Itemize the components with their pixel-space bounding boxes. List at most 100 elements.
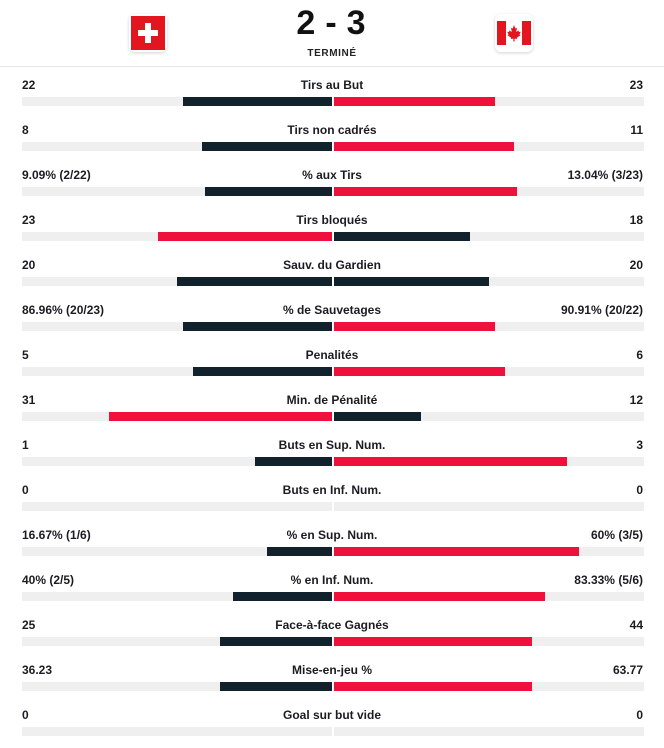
away-stat-bar-track <box>334 367 644 376</box>
stat-label: Tirs non cadrés <box>287 123 377 137</box>
stat-row: 16.67% (1/6) % en Sup. Num. 60% (3/5) <box>0 517 664 562</box>
stat-row: 40% (2/5) % en Inf. Num. 83.33% (5/6) <box>0 562 664 607</box>
away-stat-value: 23 <box>629 78 643 92</box>
home-stat-value: 40% (2/5) <box>22 573 75 587</box>
away-stat-bar-track <box>334 412 644 421</box>
away-stat-bar-track <box>334 502 644 511</box>
stat-label: Buts en Sup. Num. <box>278 438 386 452</box>
stat-row: 9.09% (2/22) % aux Tirs 13.04% (3/23) <box>0 157 664 202</box>
home-stat-value: 9.09% (2/22) <box>22 168 91 182</box>
away-stat-bar-track <box>334 547 644 556</box>
stat-label: % en Inf. Num. <box>290 573 374 587</box>
home-stat-value: 23 <box>22 213 36 227</box>
stat-row: 0 Buts en Inf. Num. 0 <box>0 472 664 517</box>
home-stat-value: 0 <box>22 483 29 497</box>
home-stat-bar <box>158 232 332 241</box>
stat-label: Face-à-face Gagnés <box>275 618 389 632</box>
stat-label: % de Sauvetages <box>282 303 382 317</box>
away-stat-value: 11 <box>630 123 643 137</box>
away-stat-value: 63.77 <box>612 663 643 677</box>
away-stat-bar <box>334 592 545 601</box>
stat-label: Min. de Pénalité <box>286 393 378 407</box>
home-stat-bar-track <box>22 637 332 646</box>
home-stat-bar <box>220 682 332 691</box>
home-stat-bar <box>220 637 332 646</box>
home-stat-value: 36.23 <box>22 663 53 677</box>
home-stat-value: 16.67% (1/6) <box>22 528 91 542</box>
away-stat-bar-track <box>334 727 644 736</box>
stat-row: 0 Goal sur but vide 0 <box>0 697 664 742</box>
away-stat-bar-track <box>334 277 644 286</box>
scoreboard: 2-3 <box>0 4 664 43</box>
stat-label: Mise-en-jeu % <box>291 663 372 677</box>
away-stat-value: 44 <box>629 618 643 632</box>
away-stat-bar <box>334 322 496 331</box>
away-stat-bar-track <box>334 232 644 241</box>
stat-row: 36.23 Mise-en-jeu % 63.77 <box>0 652 664 697</box>
home-stat-value: 8 <box>22 123 29 137</box>
stat-label: Buts en Inf. Num. <box>282 483 382 497</box>
home-stat-bar <box>266 547 332 556</box>
home-stat-bar-track <box>22 277 332 286</box>
away-stat-bar <box>334 187 517 196</box>
home-stat-bar-track <box>22 592 332 601</box>
away-stat-bar <box>334 367 505 376</box>
away-stat-value: 6 <box>636 348 643 362</box>
away-stat-bar <box>334 457 567 466</box>
away-stat-bar <box>334 682 533 691</box>
home-stat-bar-track <box>22 367 332 376</box>
home-stat-value: 86.96% (20/23) <box>22 303 105 317</box>
away-stat-bar-track <box>334 322 644 331</box>
home-stat-value: 31 <box>22 393 36 407</box>
away-stat-bar <box>334 637 533 646</box>
stats-list: 22 Tirs au But 23 8 Tirs non cadrés 11 9.09% (… <box>0 67 664 742</box>
home-stat-bar <box>177 277 332 286</box>
home-stat-bar-track <box>22 547 332 556</box>
score-separator: - <box>325 4 339 42</box>
home-stat-bar-track <box>22 502 332 511</box>
home-stat-bar-track <box>22 142 332 151</box>
home-stat-value: 5 <box>22 348 29 362</box>
away-stat-bar-track <box>334 682 644 691</box>
stat-row: 1 Buts en Sup. Num. 3 <box>0 427 664 472</box>
away-stat-bar-track <box>334 457 644 466</box>
away-stat-bar <box>334 547 579 556</box>
home-stat-value: 1 <box>22 438 29 452</box>
home-stat-bar-track <box>22 727 332 736</box>
stat-row: 86.96% (20/23) % de Sauvetages 90.91% (20/… <box>0 292 664 337</box>
home-stat-bar-track <box>22 97 332 106</box>
home-stat-value: 25 <box>22 618 36 632</box>
away-stat-value: 3 <box>636 438 643 452</box>
stat-row: 31 Min. de Pénalité 12 <box>0 382 664 427</box>
away-stat-value: 12 <box>629 393 643 407</box>
stat-row: 8 Tirs non cadrés 11 <box>0 112 664 157</box>
home-stat-bar-track <box>22 457 332 466</box>
home-stat-bar <box>232 592 332 601</box>
away-stat-value: 83.33% (5/6) <box>574 573 643 587</box>
away-stat-value: 18 <box>629 213 643 227</box>
stat-label: Sauv. du Gardien <box>283 258 381 272</box>
home-stat-bar <box>108 412 332 421</box>
home-stat-value: 22 <box>22 78 36 92</box>
home-stat-value: 20 <box>22 258 36 272</box>
home-stat-bar <box>204 187 332 196</box>
home-stat-value: 0 <box>22 708 29 722</box>
away-stat-bar <box>334 232 471 241</box>
home-stat-bar <box>254 457 332 466</box>
home-stat-bar <box>183 322 332 331</box>
away-stat-value: 0 <box>636 708 643 722</box>
home-stat-bar <box>192 367 332 376</box>
away-stat-bar-track <box>334 592 644 601</box>
home-stat-bar-track <box>22 682 332 691</box>
stat-label: Penalités <box>305 348 359 362</box>
stat-row: 25 Face-à-face Gagnés 44 <box>0 607 664 652</box>
stat-label: Tirs au But <box>300 78 364 92</box>
away-stat-bar-track <box>334 142 644 151</box>
away-stat-value: 13.04% (3/23) <box>567 168 643 182</box>
canada-flag-icon[interactable] <box>495 14 533 52</box>
home-score: 2 <box>296 4 318 42</box>
switzerland-flag-icon[interactable] <box>129 14 167 52</box>
stat-label: Tirs bloqués <box>296 213 368 227</box>
away-stat-bar <box>334 277 489 286</box>
stat-row: 23 Tirs bloqués 18 <box>0 202 664 247</box>
